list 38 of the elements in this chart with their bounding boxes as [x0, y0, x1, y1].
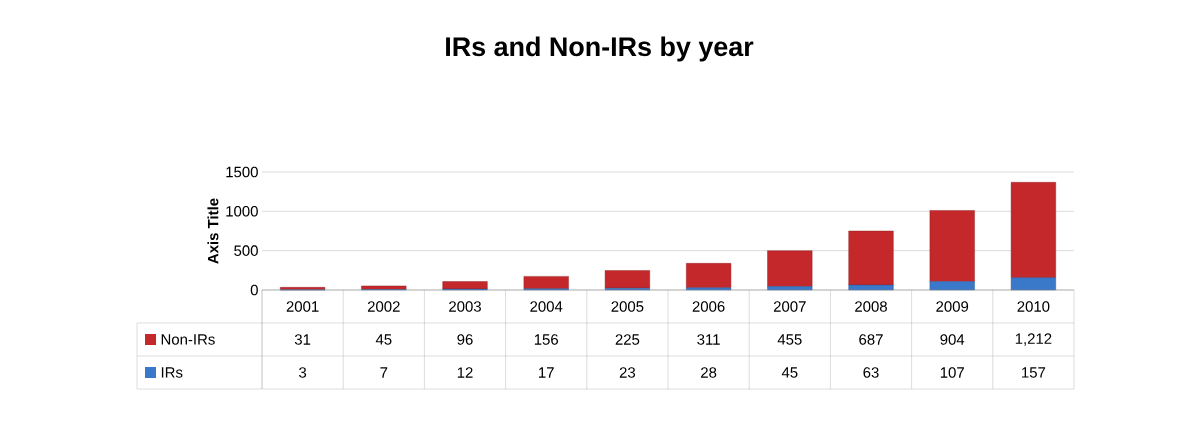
data-label: 3 — [299, 367, 307, 378]
x-tick-label: 2004 — [530, 301, 563, 312]
data-label: 45 — [375, 334, 392, 345]
data-label: 904 — [940, 334, 965, 345]
data-label: 107 — [940, 367, 964, 378]
y-tick-label: 1000 — [226, 206, 258, 217]
x-tick-label: 2006 — [692, 301, 725, 312]
data-label: 12 — [457, 367, 473, 378]
data-label: 28 — [701, 367, 717, 378]
data-label: 31 — [294, 334, 311, 345]
data-label: 96 — [457, 334, 473, 345]
x-tick-label: 2005 — [611, 301, 644, 312]
data-label: 157 — [1022, 367, 1046, 378]
x-tick-label: 2003 — [449, 301, 481, 312]
y-tick-label: 1500 — [226, 166, 258, 178]
data-label: 17 — [539, 367, 554, 378]
x-tick-label: 2007 — [773, 301, 806, 312]
y-tick-label: 500 — [234, 245, 258, 256]
x-tick-label: 2008 — [855, 301, 887, 312]
data-label: 7 — [380, 367, 388, 378]
data-label: 45 — [781, 367, 798, 378]
data-label: 156 — [534, 334, 559, 345]
y-tick-label: 0 — [250, 284, 258, 296]
y-axis-title: Axis Title — [207, 198, 219, 264]
data-label: 1,212 — [1015, 333, 1052, 346]
x-tick-label: 2009 — [936, 301, 969, 312]
legend-label: IRs — [161, 367, 183, 378]
data-label: 63 — [863, 367, 879, 378]
legend-label: Non-IRs — [161, 334, 215, 345]
data-label: 311 — [697, 334, 720, 345]
data-label: 23 — [619, 367, 636, 378]
data-label: 225 — [615, 334, 640, 345]
x-tick-label: 2010 — [1017, 301, 1050, 312]
x-tick-label: 2002 — [367, 301, 400, 312]
x-tick-label: 2001 — [286, 301, 319, 312]
chart-title: IRs and Non-IRs by year — [446, 36, 754, 62]
data-label: 455 — [777, 334, 802, 345]
data-label: 687 — [859, 334, 883, 345]
